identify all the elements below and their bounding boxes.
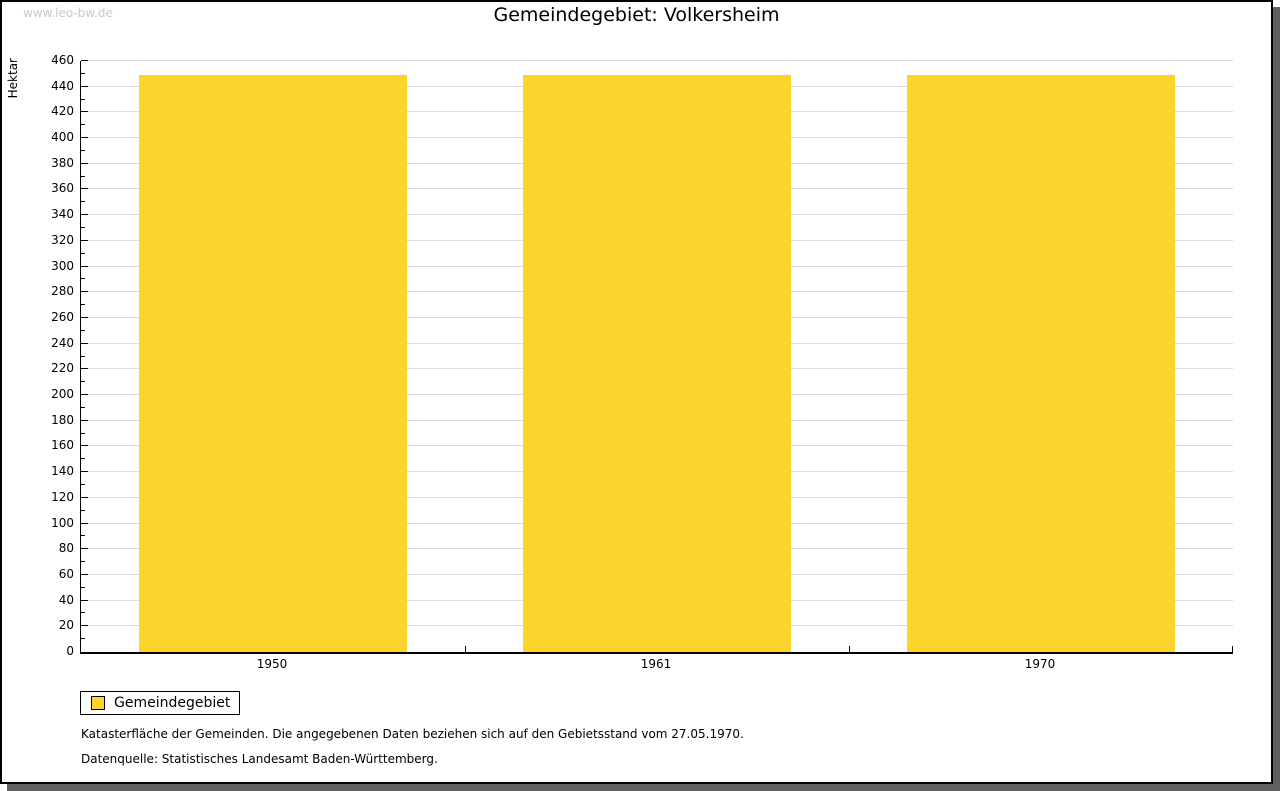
y-tick-label: 200: [51, 387, 74, 401]
y-major-tick: [81, 188, 88, 189]
y-tick-label: 80: [58, 541, 74, 555]
y-tick-label: 300: [51, 259, 74, 273]
x-tick-label-1961: 1961: [640, 657, 672, 671]
y-major-tick: [81, 266, 88, 267]
y-gridline: [81, 60, 1233, 61]
y-major-tick: [81, 163, 88, 164]
plot-area: [80, 60, 1233, 654]
y-minor-tick: [81, 381, 85, 382]
y-major-tick: [81, 420, 88, 421]
bar-1970: [907, 75, 1175, 652]
y-minor-tick: [81, 227, 85, 228]
y-tick-label: 140: [51, 464, 74, 478]
y-tick-label: 20: [58, 618, 74, 632]
y-minor-tick: [81, 278, 85, 279]
x-tick-label-1950: 1950: [256, 657, 288, 671]
legend-label: Gemeindegebiet: [114, 695, 231, 711]
y-major-tick: [81, 291, 88, 292]
y-tick-label: 440: [51, 79, 74, 93]
chart-title: Gemeindegebiet: Volkersheim: [493, 4, 780, 26]
y-minor-tick: [81, 458, 85, 459]
y-tick-label: 360: [51, 181, 74, 195]
y-tick-label: 240: [51, 336, 74, 350]
y-major-tick: [81, 368, 88, 369]
y-minor-tick: [81, 330, 85, 331]
watermark: www.leo-bw.de: [23, 6, 113, 20]
y-major-tick: [81, 574, 88, 575]
note-gebietsstand: Katasterfläche der Gemeinden. Die angege…: [81, 727, 744, 741]
y-tick-label: 100: [51, 516, 74, 530]
y-major-tick: [81, 240, 88, 241]
bar-1961: [523, 75, 791, 652]
y-major-tick: [81, 445, 88, 446]
y-minor-tick: [81, 407, 85, 408]
y-tick-label: 420: [51, 104, 74, 118]
y-tick-label: 180: [51, 413, 74, 427]
y-major-tick: [81, 343, 88, 344]
y-major-tick: [81, 317, 88, 318]
y-tick-label: 340: [51, 207, 74, 221]
y-minor-tick: [81, 201, 85, 202]
y-minor-tick: [81, 356, 85, 357]
x-tick-label-1970: 1970: [1024, 657, 1056, 671]
x-boundary-tick: [465, 646, 466, 652]
y-major-tick: [81, 111, 88, 112]
y-minor-tick: [81, 433, 85, 434]
y-minor-tick: [81, 561, 85, 562]
y-minor-tick: [81, 150, 85, 151]
y-minor-tick: [81, 535, 85, 536]
y-major-tick: [81, 548, 88, 549]
y-tick-label: 120: [51, 490, 74, 504]
y-major-tick: [81, 60, 88, 61]
y-minor-tick: [81, 612, 85, 613]
x-end-tick: [1232, 646, 1233, 652]
y-tick-label: 0: [66, 644, 74, 658]
x-boundary-tick: [849, 646, 850, 652]
y-major-tick: [81, 625, 88, 626]
y-minor-tick: [81, 638, 85, 639]
y-tick-label: 160: [51, 438, 74, 452]
y-minor-tick: [81, 484, 85, 485]
legend: Gemeindegebiet: [80, 691, 241, 715]
y-tick-label: 60: [58, 567, 74, 581]
y-major-tick: [81, 214, 88, 215]
y-tick-label: 460: [51, 53, 74, 67]
y-minor-tick: [81, 99, 85, 100]
y-tick-label: 40: [58, 593, 74, 607]
y-major-tick: [81, 523, 88, 524]
y-major-tick: [81, 497, 88, 498]
y-axis-label: Hektar: [6, 58, 20, 99]
y-minor-tick: [81, 587, 85, 588]
y-minor-tick: [81, 73, 85, 74]
y-major-tick: [81, 86, 88, 87]
y-tick-label: 380: [51, 156, 74, 170]
bar-1950: [139, 75, 407, 652]
y-tick-label: 280: [51, 284, 74, 298]
y-minor-tick: [81, 510, 85, 511]
y-tick-label: 260: [51, 310, 74, 324]
y-tick-label: 320: [51, 233, 74, 247]
y-major-tick: [81, 471, 88, 472]
y-tick-label: 220: [51, 361, 74, 375]
y-minor-tick: [81, 124, 85, 125]
y-minor-tick: [81, 176, 85, 177]
note-datenquelle: Datenquelle: Statistisches Landesamt Bad…: [81, 752, 438, 766]
y-minor-tick: [81, 253, 85, 254]
legend-swatch: [91, 696, 105, 710]
y-tick-label: 400: [51, 130, 74, 144]
y-minor-tick: [81, 304, 85, 305]
y-major-tick: [81, 394, 88, 395]
y-major-tick: [81, 600, 88, 601]
y-major-tick: [81, 137, 88, 138]
